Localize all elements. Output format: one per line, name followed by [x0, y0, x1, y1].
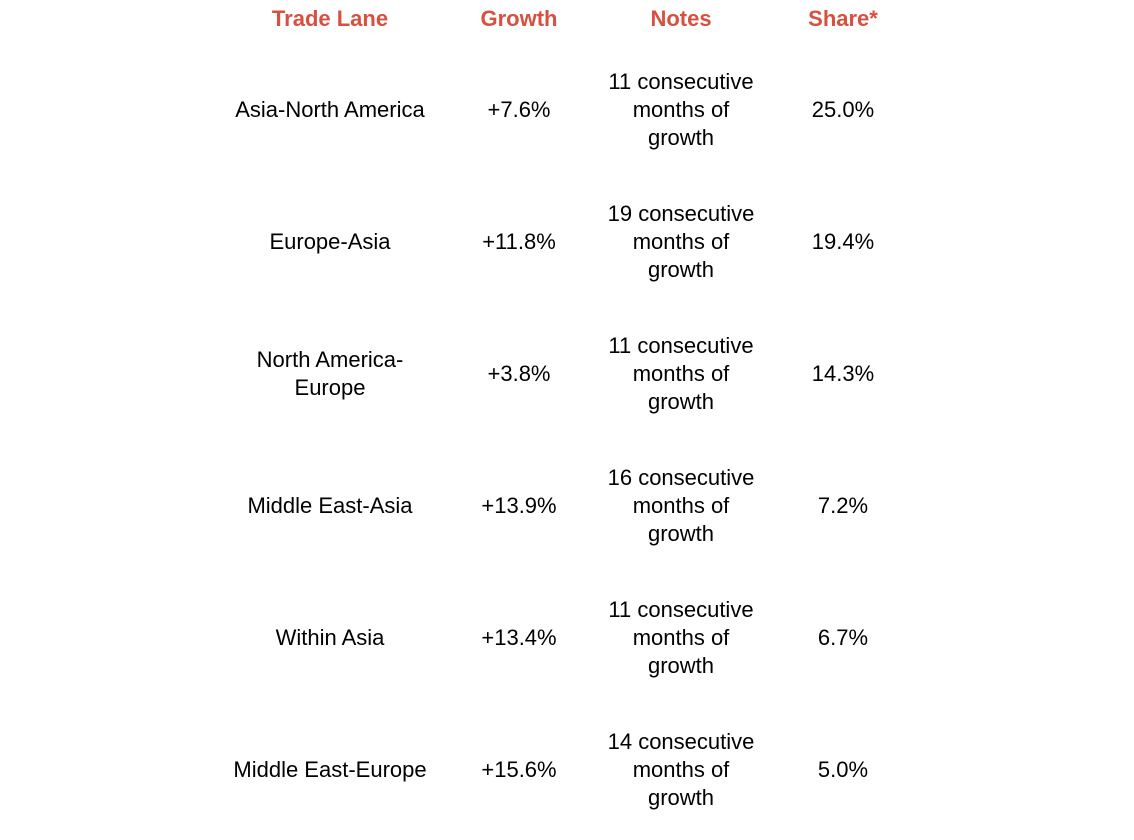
cell-growth: +11.8%	[450, 176, 588, 308]
cell-trade-lane: Middle East-Asia	[230, 440, 430, 572]
cell-share: 14.3%	[770, 308, 916, 440]
table-row: Asia-North America +7.6% 11 consecutive …	[0, 44, 1134, 176]
cell-notes: 19 consecutive months of growth	[606, 176, 756, 308]
table-row: North America-Europe +3.8% 11 consecutiv…	[0, 308, 1134, 440]
notes-text: 11 consecutive months of growth	[608, 69, 754, 150]
cell-trade-lane: Middle East-Europe	[230, 704, 430, 836]
cell-share: 5.0%	[770, 704, 916, 836]
share-text: 7.2%	[817, 493, 869, 518]
header-growth: Growth	[480, 6, 558, 31]
cell-growth: +7.6%	[450, 44, 588, 176]
notes-text: 16 consecutive months of growth	[607, 465, 755, 546]
table-row: Middle East-Asia +13.9% 16 consecutive m…	[0, 440, 1134, 572]
share-text: 25.0%	[811, 97, 875, 122]
cell-trade-lane: Asia-North America	[230, 44, 430, 176]
cell-trade-lane: North America-Europe	[230, 308, 430, 440]
cell-growth: +13.9%	[450, 440, 588, 572]
cell-notes: 16 consecutive months of growth	[606, 440, 756, 572]
cell-notes: 11 consecutive months of growth	[606, 572, 756, 704]
trade-lane-text: Asia-North America	[235, 97, 425, 122]
growth-text: +15.6%	[481, 757, 557, 782]
table-row: Europe-Asia +11.8% 19 consecutive months…	[0, 176, 1134, 308]
header-trade-lane: Trade Lane	[271, 6, 389, 31]
trade-lane-text: Middle East-Europe	[233, 757, 427, 782]
notes-text: 11 consecutive months of growth	[608, 333, 754, 414]
cell-share: 25.0%	[770, 44, 916, 176]
cell-growth: +3.8%	[450, 308, 588, 440]
notes-text: 11 consecutive months of growth	[608, 597, 754, 678]
growth-text: +13.9%	[481, 493, 557, 518]
cell-notes: 11 consecutive months of growth	[606, 44, 756, 176]
trade-lane-text: North America-Europe	[256, 347, 404, 400]
table-row: Middle East-Europe +15.6% 14 consecutive…	[0, 704, 1134, 836]
cell-notes: 14 consecutive months of growth	[606, 704, 756, 836]
table-header-row: Trade Lane Growth Notes Share*	[0, 0, 1134, 40]
cell-share: 6.7%	[770, 572, 916, 704]
notes-text: 19 consecutive months of growth	[607, 201, 755, 282]
trade-lane-text: Middle East-Asia	[247, 493, 413, 518]
share-text: 6.7%	[817, 625, 869, 650]
cell-growth: +13.4%	[450, 572, 588, 704]
trade-lane-text: Europe-Asia	[269, 229, 391, 254]
cell-trade-lane: Europe-Asia	[230, 176, 430, 308]
share-text: 19.4%	[811, 229, 875, 254]
notes-text: 14 consecutive months of growth	[607, 729, 755, 810]
growth-text: +13.4%	[481, 625, 557, 650]
cell-share: 7.2%	[770, 440, 916, 572]
cell-share: 19.4%	[770, 176, 916, 308]
header-notes: Notes	[650, 6, 712, 31]
growth-text: +3.8%	[487, 361, 551, 386]
share-text: 14.3%	[811, 361, 875, 386]
trade-lane-text: Within Asia	[275, 625, 385, 650]
cell-growth: +15.6%	[450, 704, 588, 836]
cell-trade-lane: Within Asia	[230, 572, 430, 704]
growth-text: +7.6%	[487, 97, 551, 122]
share-text: 5.0%	[817, 757, 869, 782]
table-row: Within Asia +13.4% 11 consecutive months…	[0, 572, 1134, 704]
header-share: Share*	[808, 6, 878, 31]
cell-notes: 11 consecutive months of growth	[606, 308, 756, 440]
growth-text: +11.8%	[482, 229, 556, 254]
